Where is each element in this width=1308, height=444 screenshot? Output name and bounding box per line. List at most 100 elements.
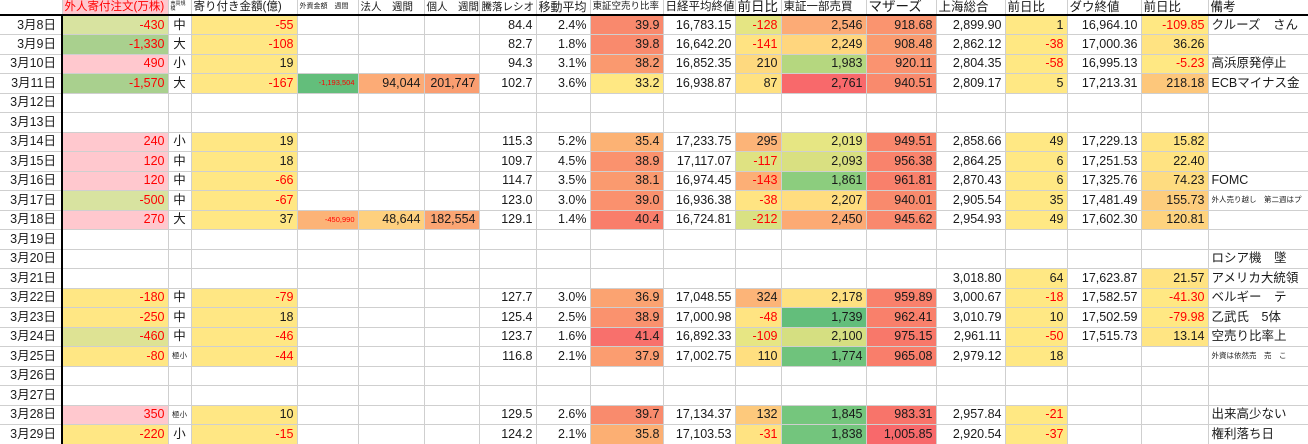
- remarks-cell[interactable]: [1208, 93, 1308, 114]
- nikkei-close-cell[interactable]: [663, 268, 736, 289]
- dow-change-cell[interactable]: 155.73: [1141, 190, 1209, 211]
- dow-close-cell[interactable]: [1067, 229, 1142, 250]
- opening-amount-cell[interactable]: [191, 93, 298, 114]
- short-sell-ratio-cell[interactable]: 39.7: [590, 405, 664, 426]
- moving-average-cell[interactable]: [536, 268, 591, 289]
- moving-average-cell[interactable]: [536, 93, 591, 114]
- moving-average-cell[interactable]: [536, 366, 591, 387]
- shanghai-composite-cell[interactable]: 2,905.54: [936, 190, 1006, 211]
- nikkei-close-cell[interactable]: 16,974.45: [663, 171, 736, 192]
- dow-close-cell[interactable]: 17,502.59: [1067, 307, 1142, 328]
- nikkei-close-cell[interactable]: [663, 93, 736, 114]
- mothers-index-cell[interactable]: [866, 249, 937, 270]
- foreign-order-cell[interactable]: [62, 268, 169, 289]
- nikkei-close-cell[interactable]: 17,103.53: [663, 424, 736, 444]
- short-sell-ratio-cell[interactable]: [590, 385, 664, 406]
- nikkei-change-cell[interactable]: -117: [735, 151, 782, 172]
- tse1-trading-value-cell[interactable]: 2,207: [781, 190, 867, 211]
- corporate-weekly-cell[interactable]: [358, 229, 425, 250]
- remarks-cell[interactable]: [1208, 366, 1308, 387]
- individual-weekly-cell[interactable]: [424, 15, 480, 36]
- foreign-weekly-cell[interactable]: [297, 307, 359, 328]
- date-cell[interactable]: 3月11日: [0, 73, 63, 94]
- order-size-cell[interactable]: [168, 93, 192, 114]
- order-size-cell[interactable]: 極小: [168, 346, 192, 367]
- foreign-weekly-cell[interactable]: [297, 288, 359, 309]
- dow-change-cell[interactable]: [1141, 424, 1209, 444]
- header-opening-amount[interactable]: 寄り付き金額(億): [191, 0, 298, 17]
- tse1-trading-value-cell[interactable]: 1,774: [781, 346, 867, 367]
- remarks-cell[interactable]: 高浜原発停止: [1208, 54, 1308, 75]
- toraku-ratio-cell[interactable]: 115.3: [479, 132, 537, 153]
- shanghai-composite-cell[interactable]: 2,961.11: [936, 327, 1006, 348]
- order-size-cell[interactable]: [168, 366, 192, 387]
- nikkei-change-cell[interactable]: 110: [735, 346, 782, 367]
- tse1-trading-value-cell[interactable]: [781, 385, 867, 406]
- dow-close-cell[interactable]: 17,251.53: [1067, 151, 1142, 172]
- remarks-cell[interactable]: ECBマイナス金: [1208, 73, 1308, 94]
- opening-amount-cell[interactable]: 18: [191, 151, 298, 172]
- individual-weekly-cell[interactable]: [424, 424, 480, 444]
- dow-close-cell[interactable]: 17,602.30: [1067, 210, 1142, 231]
- foreign-weekly-cell[interactable]: -450,990: [297, 210, 359, 231]
- shanghai-composite-cell[interactable]: 2,862.12: [936, 34, 1006, 55]
- shanghai-change-cell[interactable]: [1005, 229, 1068, 250]
- nikkei-change-cell[interactable]: -31: [735, 424, 782, 444]
- corporate-weekly-cell[interactable]: [358, 34, 425, 55]
- remarks-cell[interactable]: FOMC: [1208, 171, 1308, 192]
- foreign-order-cell[interactable]: -430: [62, 15, 169, 36]
- order-size-cell[interactable]: 中: [168, 171, 192, 192]
- corporate-weekly-cell[interactable]: [358, 327, 425, 348]
- header-corporate-weekly[interactable]: 法人 週間: [358, 0, 425, 17]
- order-size-cell[interactable]: 極小: [168, 405, 192, 426]
- shanghai-composite-cell[interactable]: 2,979.12: [936, 346, 1006, 367]
- nikkei-close-cell[interactable]: 17,000.98: [663, 307, 736, 328]
- foreign-order-cell[interactable]: -1,570: [62, 73, 169, 94]
- dow-change-cell[interactable]: 74.23: [1141, 171, 1209, 192]
- dow-change-cell[interactable]: 22.40: [1141, 151, 1209, 172]
- foreign-order-cell[interactable]: 240: [62, 132, 169, 153]
- shanghai-change-cell[interactable]: -38: [1005, 34, 1068, 55]
- moving-average-cell[interactable]: 3.6%: [536, 73, 591, 94]
- shanghai-composite-cell[interactable]: 2,804.35: [936, 54, 1006, 75]
- shanghai-change-cell[interactable]: -50: [1005, 327, 1068, 348]
- toraku-ratio-cell[interactable]: 102.7: [479, 73, 537, 94]
- shanghai-composite-cell[interactable]: [936, 366, 1006, 387]
- short-sell-ratio-cell[interactable]: 39.0: [590, 190, 664, 211]
- shanghai-composite-cell[interactable]: [936, 112, 1006, 133]
- opening-amount-cell[interactable]: 19: [191, 54, 298, 75]
- tse1-trading-value-cell[interactable]: 1,838: [781, 424, 867, 444]
- corporate-weekly-cell[interactable]: [358, 366, 425, 387]
- moving-average-cell[interactable]: [536, 385, 591, 406]
- moving-average-cell[interactable]: 2.4%: [536, 15, 591, 36]
- mothers-index-cell[interactable]: [866, 112, 937, 133]
- foreign-weekly-cell[interactable]: -1,193,504: [297, 73, 359, 94]
- tse1-trading-value-cell[interactable]: 2,761: [781, 73, 867, 94]
- individual-weekly-cell[interactable]: [424, 366, 480, 387]
- remarks-cell[interactable]: [1208, 151, 1308, 172]
- dow-change-cell[interactable]: [1141, 249, 1209, 270]
- mothers-index-cell[interactable]: 961.81: [866, 171, 937, 192]
- toraku-ratio-cell[interactable]: 123.7: [479, 327, 537, 348]
- mothers-index-cell[interactable]: 959.89: [866, 288, 937, 309]
- shanghai-change-cell[interactable]: [1005, 249, 1068, 270]
- opening-amount-cell[interactable]: -66: [191, 171, 298, 192]
- date-cell[interactable]: 3月28日: [0, 405, 63, 426]
- shanghai-change-cell[interactable]: 49: [1005, 132, 1068, 153]
- mothers-index-cell[interactable]: [866, 366, 937, 387]
- foreign-order-cell[interactable]: 490: [62, 54, 169, 75]
- individual-weekly-cell[interactable]: 182,554: [424, 210, 480, 231]
- date-cell[interactable]: 3月8日: [0, 15, 63, 36]
- toraku-ratio-cell[interactable]: [479, 249, 537, 270]
- foreign-weekly-cell[interactable]: [297, 229, 359, 250]
- foreign-weekly-cell[interactable]: [297, 132, 359, 153]
- nikkei-change-cell[interactable]: 132: [735, 405, 782, 426]
- dow-close-cell[interactable]: [1067, 366, 1142, 387]
- header-order-size[interactable]: 売買規模: [168, 0, 192, 17]
- opening-amount-cell[interactable]: [191, 268, 298, 289]
- dow-change-cell[interactable]: [1141, 93, 1209, 114]
- moving-average-cell[interactable]: 5.2%: [536, 132, 591, 153]
- order-size-cell[interactable]: 中: [168, 288, 192, 309]
- foreign-order-cell[interactable]: -80: [62, 346, 169, 367]
- toraku-ratio-cell[interactable]: 116.8: [479, 346, 537, 367]
